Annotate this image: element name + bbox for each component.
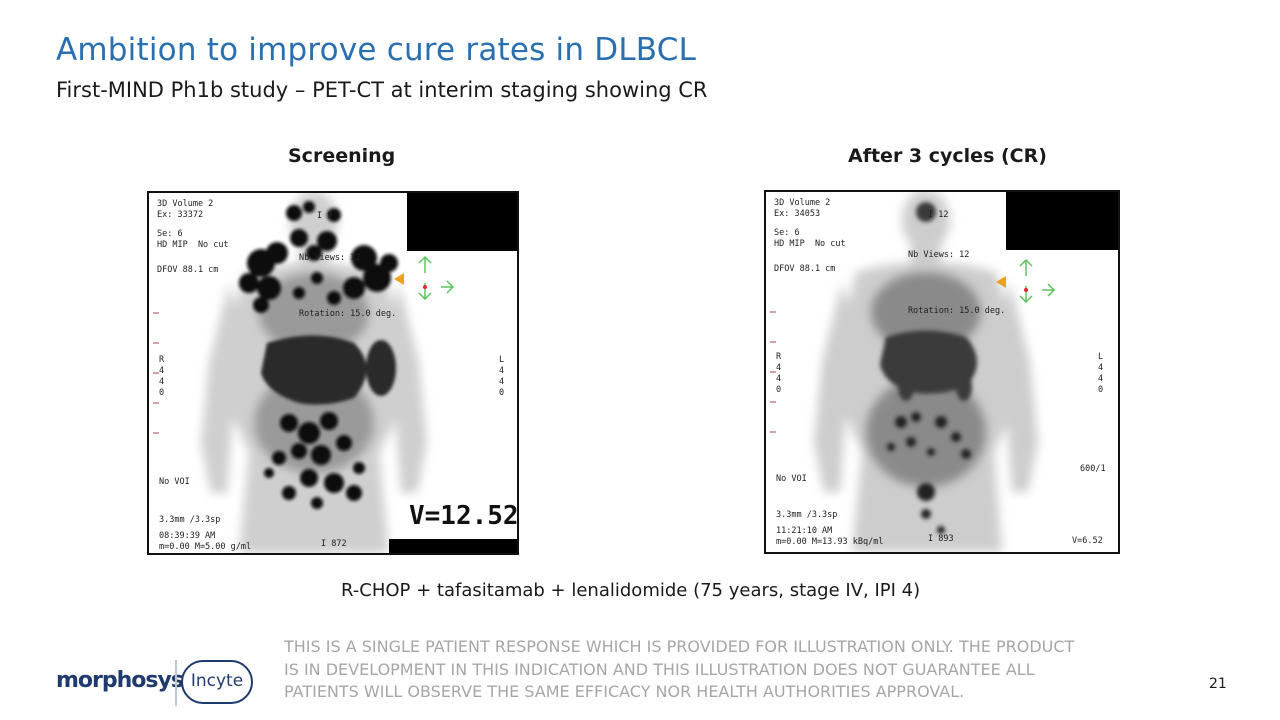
logo-divider bbox=[175, 660, 177, 706]
scan-image-no: I 872 bbox=[321, 539, 347, 549]
pet-scan-after-cycles-image bbox=[770, 192, 1056, 552]
scan-voi: No VOI bbox=[776, 474, 807, 484]
pet-scan-screening-image bbox=[153, 193, 455, 553]
slide-subtitle: First-MIND Ph1b study – PET-CT at interi… bbox=[56, 78, 708, 102]
redaction-box-bottom bbox=[389, 539, 517, 553]
scan-image-no: I 893 bbox=[928, 534, 954, 544]
scan-r-label: R 4 4 0 bbox=[159, 355, 165, 398]
slide-title: Ambition to improve cure rates in DLBCL bbox=[56, 32, 697, 68]
scan-ratio: 600/1 bbox=[1080, 464, 1106, 474]
scan-nb-views: Nb Views: 12 bbox=[908, 250, 970, 260]
scan-voi: No VOI bbox=[159, 477, 190, 487]
incyte-logo-text: Incyte bbox=[190, 671, 244, 691]
scan-rotation: Rotation: 15.0 deg. bbox=[908, 306, 1006, 316]
disclaimer-line: THIS IS A SINGLE PATIENT RESPONSE WHICH … bbox=[284, 637, 1075, 656]
scan-header-text: 3D Volume 2 Ex: 34053 bbox=[774, 198, 831, 219]
page-number: 21 bbox=[1209, 676, 1227, 692]
pet-scan-screening: 3D Volume 2 Ex: 33372 Se: 6 HD MIP No cu… bbox=[147, 191, 519, 555]
incyte-logo: Incyte bbox=[181, 660, 253, 704]
scan-v-value: V=12.52 bbox=[409, 501, 519, 531]
scan-v-value: V=6.52 bbox=[1072, 536, 1103, 546]
disclaimer-line: PATIENTS WILL OBSERVE THE SAME EFFICACY … bbox=[284, 682, 965, 701]
regimen-caption: R-CHOP + tafasitamab + lenalidomide (75 … bbox=[341, 580, 921, 601]
morphosys-logo: morphosys bbox=[56, 668, 184, 693]
scan-rotation: Rotation: 15.0 deg. bbox=[299, 309, 397, 319]
scan-header-text: 3D Volume 2 Ex: 33372 bbox=[157, 199, 214, 220]
scan-top-mark: I 12 bbox=[928, 210, 949, 220]
scan-r-label: R 4 4 0 bbox=[776, 352, 782, 395]
scan-dfov-text: DFOV 88.1 cm bbox=[157, 265, 219, 275]
scan-thickness: 3.3mm /3.3sp bbox=[159, 515, 221, 525]
scan-series-text: Se: 6 HD MIP No cut bbox=[774, 228, 846, 249]
scan-time: 08:39:39 AM m=0.00 M=5.00 g/ml bbox=[159, 531, 252, 552]
redaction-box bbox=[1006, 192, 1118, 250]
scan-dfov-text: DFOV 88.1 cm bbox=[774, 264, 836, 274]
caption-screening: Screening bbox=[288, 145, 396, 167]
caption-after-cycles: After 3 cycles (CR) bbox=[848, 145, 1047, 167]
disclaimer: THIS IS A SINGLE PATIENT RESPONSE WHICH … bbox=[284, 636, 1087, 704]
scan-l-label: L 4 4 0 bbox=[1098, 352, 1104, 395]
scan-l-label: L 4 4 0 bbox=[499, 355, 505, 398]
scan-thickness: 3.3mm /3.3sp bbox=[776, 510, 838, 520]
scan-time: 11:21:10 AM m=0.00 M=13.93 kBq/ml bbox=[776, 526, 884, 547]
disclaimer-line: IS IN DEVELOPMENT IN THIS INDICATION AND… bbox=[284, 659, 1035, 679]
pet-scan-after-cycles: 3D Volume 2 Ex: 34053 Se: 6 HD MIP No cu… bbox=[764, 190, 1120, 554]
redaction-box bbox=[407, 193, 517, 251]
scan-series-text: Se: 6 HD MIP No cut bbox=[157, 229, 229, 250]
scan-nb-views: Nb Views: 12 bbox=[299, 253, 361, 263]
scan-top-mark: I 9 bbox=[317, 211, 333, 221]
